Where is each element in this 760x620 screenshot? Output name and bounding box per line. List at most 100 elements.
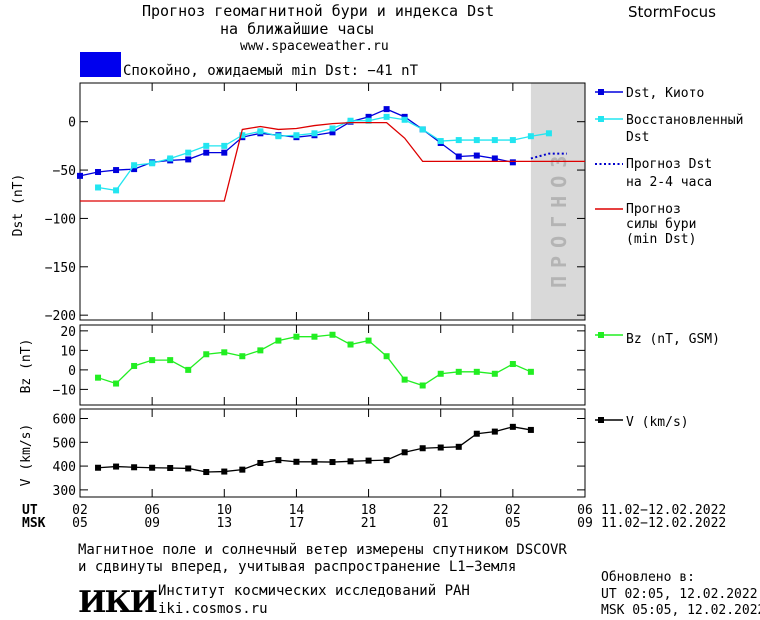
- legend-storm-1: Прогноз: [626, 202, 681, 217]
- data-point: [221, 149, 228, 156]
- data-point: [365, 113, 372, 120]
- y-tick-label: 20: [60, 325, 76, 340]
- data-point: [419, 382, 426, 389]
- data-point: [437, 370, 444, 377]
- data-point: [149, 357, 156, 364]
- y-axis-label: V (km/s): [19, 424, 34, 487]
- brand-name: StormFocus: [628, 3, 716, 21]
- legend-forecast-2: на 2-4 часа: [626, 175, 712, 190]
- data-point: [365, 457, 372, 464]
- x-tick-label-ut: 06: [144, 503, 160, 518]
- data-point: [167, 357, 174, 364]
- data-point: [203, 142, 210, 149]
- data-point: [203, 469, 210, 476]
- data-point: [329, 331, 336, 338]
- data-point: [131, 362, 138, 369]
- data-point: [509, 423, 516, 430]
- data-point: [239, 353, 246, 360]
- x-tick-label-msk: 05: [72, 516, 88, 531]
- data-point: [149, 464, 156, 471]
- data-point: [113, 380, 120, 387]
- legend-restored-1: Восстановленный: [626, 113, 743, 128]
- data-point: [455, 443, 462, 450]
- data-point: [365, 337, 372, 344]
- data-point: [131, 162, 138, 169]
- data-point: [455, 153, 462, 160]
- data-point: [95, 464, 102, 471]
- data-point: [527, 426, 534, 433]
- legend-restored-2: Dst: [626, 130, 649, 145]
- y-tick-label: 10: [60, 344, 76, 359]
- data-point: [113, 167, 120, 174]
- data-point: [329, 459, 336, 466]
- data-point: [383, 353, 390, 360]
- forecast-label: ПРОГНОЗ: [547, 148, 571, 288]
- data-point: [167, 464, 174, 471]
- data-point: [419, 445, 426, 452]
- data-point: [293, 458, 300, 465]
- data-point: [185, 156, 192, 163]
- y-tick-label: −10: [53, 383, 76, 398]
- legend-storm-2: силы бури: [626, 217, 696, 232]
- data-point: [257, 459, 264, 466]
- y-tick-label: 0: [68, 116, 76, 131]
- data-point: [113, 187, 120, 194]
- series-line: [97, 334, 532, 387]
- data-point: [257, 128, 264, 135]
- bz-panel: 20 10 0 −10 Bz (nT): [19, 324, 586, 406]
- series-line: [79, 108, 513, 177]
- data-point: [347, 341, 354, 348]
- legend-forecast-1: Прогноз Dst: [626, 157, 712, 172]
- legend-bz: Bz (nT, GSM): [626, 332, 720, 347]
- data-point: [203, 149, 210, 156]
- y-tick-label: 400: [53, 460, 76, 475]
- y-tick-label: 600: [53, 413, 76, 428]
- data-point: [491, 428, 498, 435]
- data-point: [239, 466, 246, 473]
- legend-bz-marker: [598, 332, 604, 338]
- x-tick-label-ut: 02: [72, 503, 88, 518]
- v-panel: 600 500 400 300 V (km/s): [19, 408, 586, 499]
- data-point: [311, 333, 318, 340]
- data-point: [527, 368, 534, 375]
- data-point: [347, 117, 354, 124]
- x-tick-label-msk: 01: [433, 516, 449, 531]
- y-tick-label: −150: [45, 261, 76, 276]
- legend-dst-kyoto: Dst, Киото: [626, 86, 704, 101]
- y-tick-label: 300: [53, 484, 76, 499]
- site-url[interactable]: www.spaceweather.ru: [240, 39, 389, 54]
- data-point: [185, 149, 192, 156]
- footer-note-line1: Магнитное поле и солнечный ветер измерен…: [78, 542, 567, 558]
- data-point: [329, 129, 336, 136]
- institute-site[interactable]: iki.cosmos.ru: [158, 601, 268, 617]
- series-line: [97, 426, 532, 473]
- data-point: [221, 349, 228, 356]
- data-point: [509, 159, 516, 166]
- data-point: [473, 368, 480, 375]
- y-tick-label: −50: [53, 164, 76, 179]
- data-point: [311, 130, 318, 137]
- data-point: [491, 155, 498, 162]
- data-point: [383, 457, 390, 464]
- data-point: [383, 106, 390, 113]
- data-point: [401, 449, 408, 456]
- data-point: [491, 137, 498, 144]
- data-point: [131, 166, 138, 173]
- series-line: [97, 116, 550, 192]
- data-point: [149, 160, 156, 167]
- legend-restored-marker: [598, 116, 604, 122]
- status-color-box: [80, 52, 121, 77]
- panel-frame: [79, 408, 586, 498]
- ut-date-range: 11.02−12.02.2022: [601, 503, 727, 518]
- page-title: Прогноз геомагнитной бури и индекса Dst: [142, 2, 495, 20]
- series-line: [530, 152, 567, 160]
- data-point: [419, 126, 426, 133]
- updated-label: Обновлено в:: [601, 570, 695, 585]
- data-point: [401, 116, 408, 123]
- chart-legend: Dst, Киото Восстановленный Dst Прогноз D…: [595, 86, 743, 430]
- data-point: [257, 347, 264, 354]
- data-point: [239, 132, 246, 139]
- x-tick-label-ut: 10: [216, 503, 232, 518]
